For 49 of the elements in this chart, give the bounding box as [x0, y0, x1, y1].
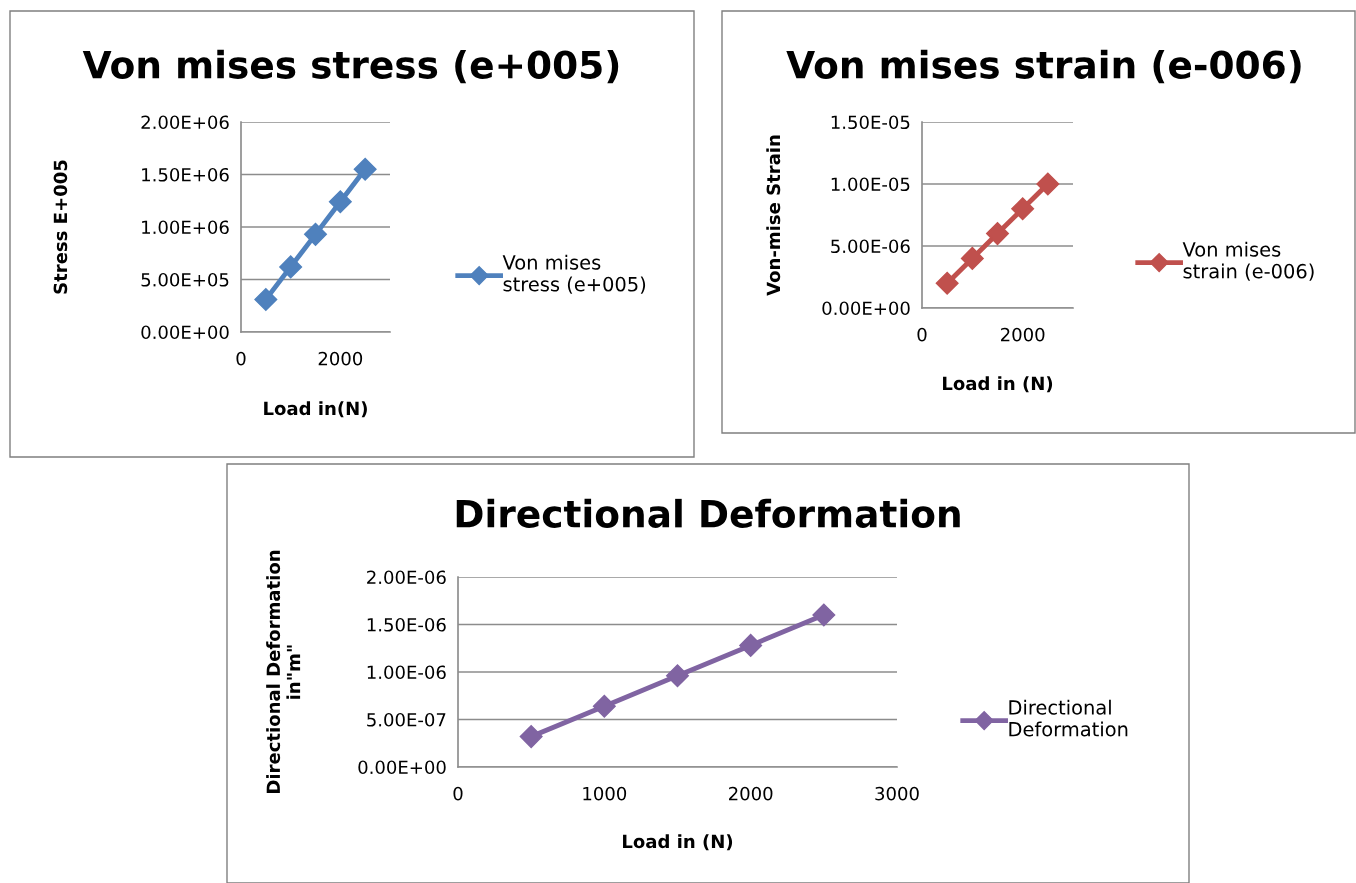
y-tick-label: 5.00E+05 — [141, 272, 229, 287]
x-tick-label: 0 — [453, 786, 463, 801]
point — [279, 255, 303, 279]
y-tick-label: 1.00E-06 — [367, 665, 446, 680]
y-tick-label: 1.50E+06 — [142, 167, 229, 182]
point — [935, 271, 959, 295]
point — [592, 694, 616, 718]
point — [1011, 197, 1035, 221]
point — [304, 222, 327, 246]
point — [519, 725, 543, 749]
y-tick-label: 2.00E+06 — [141, 115, 229, 130]
x-tick-label: 3000 — [875, 786, 919, 801]
x-tick-label: 0 — [917, 327, 927, 342]
point — [739, 633, 763, 657]
point — [353, 157, 377, 181]
y-tick-label: 0.00E+00 — [141, 325, 229, 340]
y-tick-label: 0.00E+00 — [358, 760, 446, 775]
point — [666, 664, 689, 688]
x-axis-title: Load in(N) — [264, 401, 367, 418]
x-tick-label: 1000 — [583, 786, 627, 801]
point — [328, 190, 352, 214]
y-axis-title: Directional Deformation in"m" — [266, 550, 301, 793]
y-axis-title: Stress E+005 — [53, 160, 68, 294]
y-tick-label: 5.00E-06 — [831, 239, 910, 254]
point — [254, 287, 278, 311]
y-tick-label: 0.00E+00 — [822, 301, 910, 316]
x-tick-label: 2000 — [729, 786, 773, 801]
chart-title: Von mises stress (e+005) — [82, 49, 619, 84]
legend-label: Von mises stress (e+005) — [502, 254, 646, 294]
legend-label: Von mises strain (e-006) — [1182, 241, 1314, 281]
y-tick-label: 1.50E-06 — [367, 617, 446, 632]
y-tick-label: 5.00E-07 — [367, 712, 446, 727]
x-axis-title: Load in (N) — [623, 834, 733, 851]
point — [812, 603, 836, 627]
chart-title: Von mises strain (e-006) — [786, 49, 1301, 84]
y-tick-label: 2.00E-06 — [367, 570, 446, 585]
x-tick-label: 2000 — [318, 351, 363, 366]
point — [1036, 172, 1060, 196]
y-tick-label: 1.00E-05 — [831, 177, 910, 192]
y-axis-title: Von-mise Strain — [766, 135, 781, 296]
chart-title: Directional Deformation — [456, 498, 960, 528]
x-tick-label: 2000 — [1001, 327, 1045, 342]
y-tick-label: 1.50E-05 — [831, 115, 910, 130]
point — [960, 246, 984, 270]
x-tick-label: 0 — [236, 351, 246, 366]
point — [986, 222, 1009, 246]
y-tick-label: 1.00E+06 — [142, 220, 229, 235]
legend-label: Directional Deformation — [1009, 699, 1128, 737]
x-axis-title: Load in (N) — [943, 376, 1053, 393]
